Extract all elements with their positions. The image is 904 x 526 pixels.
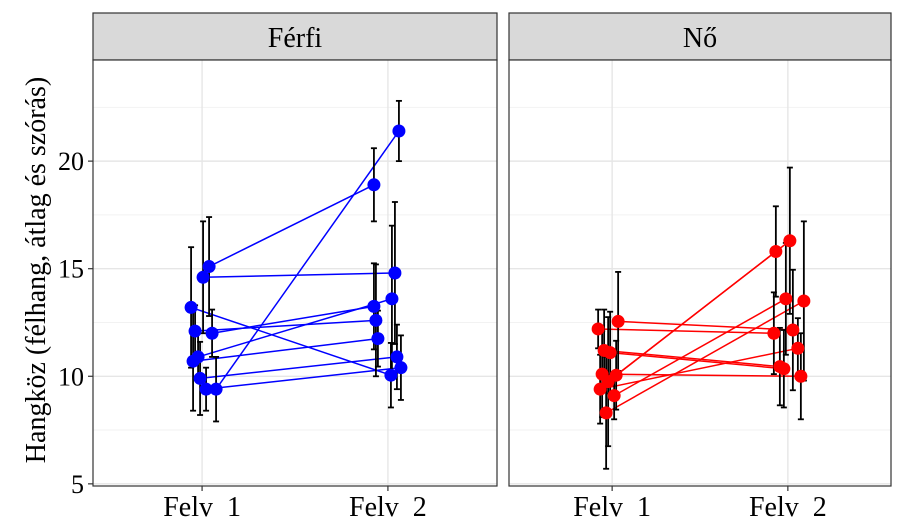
- gridlines: [93, 60, 497, 486]
- subject-line: [195, 319, 376, 332]
- data-point: [367, 178, 381, 192]
- data-point: [191, 350, 205, 364]
- panel-strip: [92, 12, 498, 61]
- data-point: [767, 326, 781, 340]
- data-point: [791, 341, 805, 355]
- y-axis-label: Hangköz (félhang, átlag és szórás): [21, 77, 52, 463]
- subject-line: [610, 351, 784, 370]
- data-point: [369, 313, 383, 327]
- data-point: [607, 389, 621, 403]
- data-point: [599, 406, 613, 420]
- subject-line: [192, 337, 379, 362]
- subject-line: [211, 305, 375, 334]
- data-point: [384, 368, 398, 382]
- subject-line: [618, 320, 793, 331]
- data-point: [367, 299, 381, 313]
- subject-line: [208, 184, 375, 268]
- subject-line: [602, 373, 801, 378]
- data-point: [188, 324, 202, 338]
- data-point: [794, 369, 808, 383]
- subject-line: [203, 272, 395, 279]
- data-point: [783, 234, 797, 248]
- x-tick-label: Felv 2: [749, 492, 827, 521]
- subject-line: [199, 356, 398, 380]
- data-point: [769, 244, 783, 258]
- panel-1: Férfi Felv 1 Felv 2: [92, 12, 498, 523]
- panel-title: Férfi: [268, 23, 323, 54]
- y-tick-label: 15: [58, 255, 84, 284]
- y-tick-label: 5: [71, 470, 84, 499]
- subject-line: [215, 130, 400, 390]
- data-point: [202, 260, 216, 274]
- y-axis: 5 10 15 20: [58, 147, 93, 499]
- data-point: [591, 322, 605, 336]
- x-tick-label: Felv 1: [163, 492, 241, 521]
- panel-border: [92, 59, 498, 487]
- data-point: [611, 314, 625, 328]
- data-point: [385, 292, 399, 306]
- x-tick-label: Felv 1: [573, 492, 651, 521]
- plot-area: [93, 60, 497, 486]
- data-point: [371, 332, 385, 346]
- panel-border: [508, 59, 892, 487]
- panel-2: Nő Felv 1 Felv 2: [508, 12, 892, 523]
- series-lines: [190, 130, 402, 390]
- data-point: [603, 346, 617, 360]
- series-lines: [598, 240, 805, 414]
- panels: Férfi Felv 1 Felv 2 Nő Felv 1 Felv 2: [92, 12, 892, 523]
- y-tick-label: 10: [58, 362, 84, 391]
- subject-line: [599, 347, 799, 390]
- subject-line: [615, 240, 791, 376]
- data-point: [779, 292, 793, 306]
- subject-line: [604, 349, 780, 368]
- y-axis-label-group: Hangköz (félhang, átlag és szórás): [21, 77, 52, 463]
- data-point: [199, 382, 213, 396]
- data-point: [184, 300, 198, 314]
- data-point: [196, 270, 210, 284]
- subject-line: [190, 306, 392, 376]
- subject-line: [605, 300, 805, 414]
- data-point: [205, 326, 219, 340]
- plot-area: [509, 60, 891, 486]
- data-point: [209, 382, 223, 396]
- data-point: [609, 368, 623, 382]
- data-point: [394, 361, 408, 375]
- subject-line: [205, 366, 402, 390]
- data-point: [388, 266, 402, 280]
- y-tick-label: 20: [58, 147, 84, 176]
- gridlines: [509, 60, 891, 486]
- x-tick-label: Felv 2: [349, 492, 427, 521]
- subject-line: [613, 298, 787, 397]
- data-point: [390, 350, 404, 364]
- data-points: [591, 234, 811, 420]
- data-point: [797, 294, 811, 308]
- data-point: [786, 323, 800, 337]
- data-points: [184, 124, 408, 396]
- data-point: [392, 124, 406, 138]
- panel-title: Nő: [683, 23, 717, 54]
- data-point: [193, 371, 207, 385]
- data-point: [777, 362, 791, 376]
- subject-line: [598, 328, 774, 334]
